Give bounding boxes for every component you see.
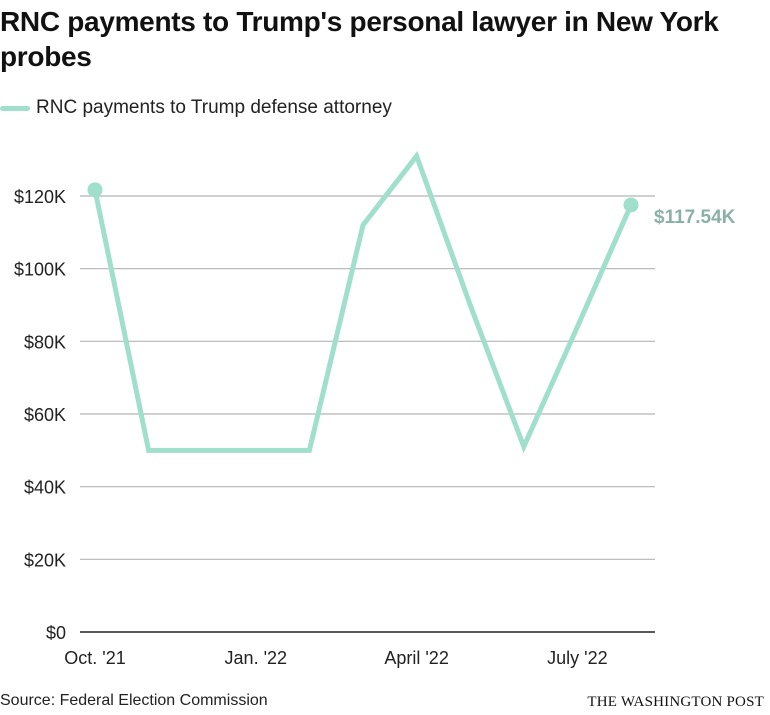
y-tick-label: $0 <box>46 623 66 643</box>
x-axis-ticks: Oct. '21 Jan. '22 April '22 July '22 <box>64 648 607 668</box>
series <box>87 150 639 454</box>
end-point-marker <box>623 197 639 213</box>
y-tick-label: $120K <box>14 187 66 207</box>
x-tick-label: Jan. '22 <box>225 648 287 668</box>
legend-label: RNC payments to Trump defense attorney <box>36 97 392 118</box>
y-tick-label: $60K <box>24 405 66 425</box>
y-tick-label: $20K <box>24 550 66 570</box>
y-tick-label: $80K <box>24 332 66 352</box>
y-axis-ticks: $0 $20K $40K $60K $80K $100K $120K <box>14 187 66 643</box>
y-tick-label: $100K <box>14 260 66 280</box>
publisher-logo: THE WASHINGTON POST <box>587 694 764 710</box>
legend: RNC payments to Trump defense attorney <box>0 96 392 120</box>
x-tick-label: Oct. '21 <box>64 648 125 668</box>
end-value-label: $117.54K <box>654 207 736 228</box>
source-note: Source: Federal Election Commission <box>0 692 268 709</box>
series-line <box>92 150 634 454</box>
legend-swatch <box>0 105 30 111</box>
grid-lines <box>80 195 655 633</box>
chart-title: RNC payments to Trump's personal lawyer … <box>0 6 719 72</box>
start-point-marker <box>87 182 103 198</box>
x-tick-label: July '22 <box>547 648 607 668</box>
x-tick-label: April '22 <box>384 648 448 668</box>
y-tick-label: $40K <box>24 478 66 498</box>
